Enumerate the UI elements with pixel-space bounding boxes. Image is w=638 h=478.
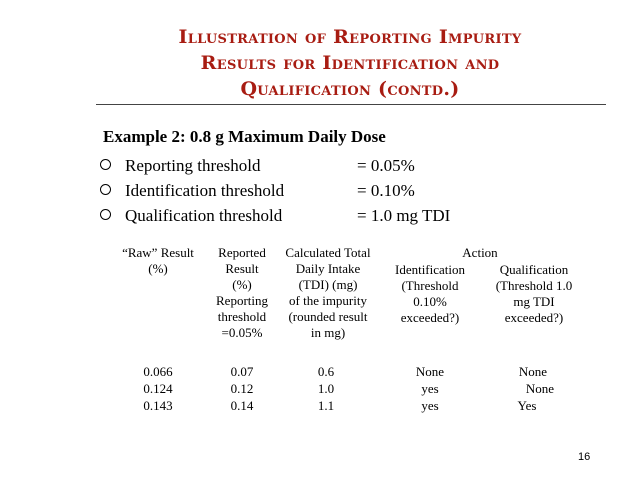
cell-tdi: 1.0: [317, 381, 335, 396]
example-heading: Example 2: 0.8 g Maximum Daily Dose: [103, 127, 386, 146]
slide-title: Illustration of Reporting Impurity Resul…: [100, 24, 600, 102]
header-line: =0.05%: [221, 325, 263, 340]
cell-reported: 0.07: [230, 364, 254, 379]
header-action: Action: [462, 245, 498, 260]
cell-identification: yes: [421, 381, 439, 396]
cell-identification: yes: [421, 398, 439, 413]
header-line: (Threshold 1.0: [495, 278, 573, 293]
header-calculated-tdi: Calculated Total Daily Intake (TDI) (mg)…: [276, 245, 380, 341]
cell-qualification: Yes: [517, 398, 537, 413]
slide-title-line-3: Qualification (contd.): [240, 78, 460, 100]
header-line: exceeded?): [400, 310, 460, 325]
cell-qualification: None: [525, 381, 555, 396]
header-line: (%): [148, 261, 168, 276]
circle-bullet-icon: [100, 184, 111, 195]
threshold-value: = 0.05%: [357, 156, 415, 175]
circle-bullet-icon: [100, 209, 111, 220]
cell-tdi: 1.1: [317, 398, 335, 413]
header-line: Daily Intake: [295, 261, 361, 276]
cell-identification: None: [415, 364, 445, 379]
threshold-value: = 1.0 mg TDI: [357, 206, 451, 225]
cell-raw: 0.143: [143, 398, 173, 413]
cell-qualification: None: [518, 364, 548, 379]
header-raw-result: “Raw” Result (%): [108, 245, 208, 277]
header-line: threshold: [217, 309, 267, 324]
cell-raw: 0.124: [143, 381, 173, 396]
header-line: Result: [225, 261, 259, 276]
threshold-label: Qualification threshold: [125, 206, 283, 225]
slide-title-line-1: Illustration of Reporting Impurity: [178, 26, 522, 48]
threshold-label: Reporting threshold: [125, 156, 261, 175]
threshold-label: Identification threshold: [125, 181, 285, 200]
header-line: (rounded result: [288, 309, 368, 324]
header-line: mg TDI: [513, 294, 555, 309]
header-line: (Threshold: [401, 278, 459, 293]
cell-reported: 0.14: [230, 398, 254, 413]
cell-reported: 0.12: [230, 381, 254, 396]
cell-raw: 0.066: [143, 364, 173, 379]
slide-title-line-2: Results for Identification and: [200, 52, 500, 74]
cell-tdi: 0.6: [317, 364, 335, 379]
header-line: Calculated Total: [285, 245, 371, 260]
header-line: 0.10%: [413, 294, 447, 309]
header-line: exceeded?): [504, 310, 564, 325]
header-reported-result: Reported Result (%) Reporting threshold …: [210, 245, 274, 341]
title-divider: [96, 104, 606, 105]
header-identification: Identification (Threshold 0.10% exceeded…: [382, 262, 478, 326]
header-line: Reporting: [216, 293, 268, 308]
header-line: (%): [232, 277, 252, 292]
header-line: in mg): [310, 325, 346, 340]
header-line: of the impurity: [289, 293, 367, 308]
header-qualification: Qualification (Threshold 1.0 mg TDI exce…: [482, 262, 586, 326]
header-line: Identification: [394, 262, 466, 277]
header-line: Reported: [218, 245, 266, 260]
threshold-value: = 0.10%: [357, 181, 415, 200]
circle-bullet-icon: [100, 159, 111, 170]
header-line: (TDI) (mg): [298, 277, 358, 292]
header-line: Qualification: [499, 262, 569, 277]
header-line: “Raw” Result: [122, 245, 194, 260]
page-number: 16: [578, 451, 591, 463]
